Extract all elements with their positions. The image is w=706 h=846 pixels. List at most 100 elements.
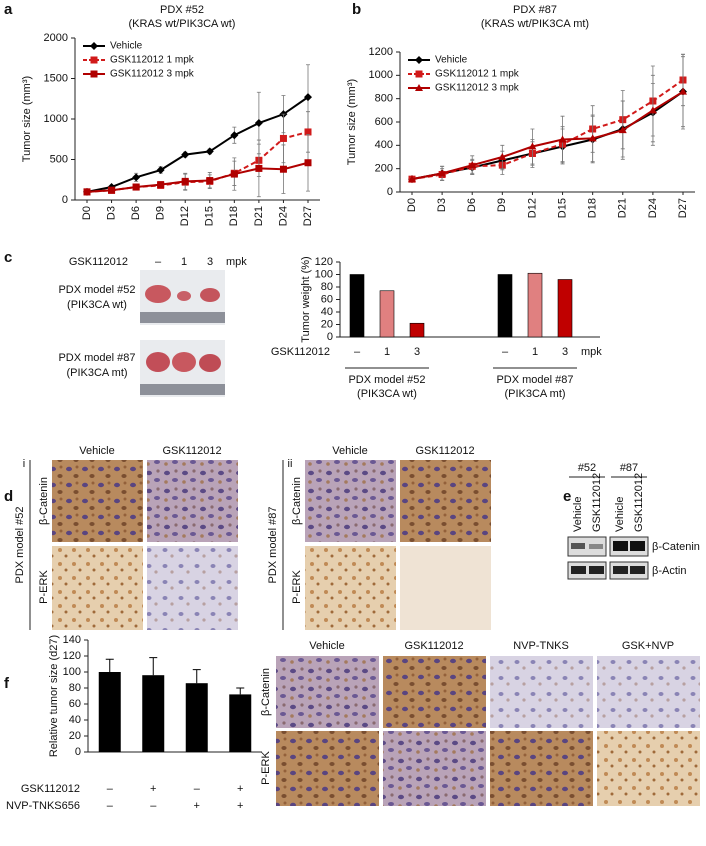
y-tick-label: 80	[69, 682, 81, 694]
chart-subtitle: (KRAS wt/PIK3CA mt)	[481, 18, 589, 30]
x-tick-label: D18	[587, 198, 599, 218]
x-tick-label: D27	[677, 198, 689, 218]
condition-sign: +	[150, 783, 156, 795]
lane-label: Vehicle	[614, 497, 626, 532]
column-label: GSK112012	[415, 445, 474, 457]
legend-label: Vehicle	[110, 41, 143, 52]
marker	[588, 134, 597, 142]
condition-sign: +	[237, 783, 243, 795]
y-tick-label: 20	[69, 730, 81, 742]
error-bar	[105, 658, 114, 672]
x-tick-label: D15	[556, 198, 568, 218]
marker	[558, 135, 567, 143]
y-tick-label: 200	[375, 163, 393, 175]
chart-subtitle: (KRAS wt/PIK3CA wt)	[129, 18, 236, 30]
marker	[90, 56, 98, 64]
panel-label: c	[4, 249, 12, 266]
chart-title: PDX #87	[513, 4, 557, 16]
marker	[108, 186, 116, 194]
marker	[304, 159, 312, 167]
ihc-image	[52, 460, 491, 630]
column-label: Vehicle	[79, 445, 114, 457]
y-tick-label: 60	[69, 698, 81, 710]
marker	[415, 70, 423, 78]
bar	[497, 274, 513, 338]
x-tick-label: 1	[532, 346, 538, 358]
photo-label: –	[155, 256, 162, 268]
y-tick-label: 80	[321, 281, 333, 293]
model-label: PDX model #87	[267, 506, 279, 583]
bar	[142, 675, 165, 752]
y-axis-label: Tumor weight (%)	[300, 256, 312, 342]
band-label: β-Catenin	[652, 541, 700, 553]
photo-label: (PIK3CA wt)	[67, 299, 127, 311]
photo-label: GSK112012	[69, 256, 128, 268]
y-tick-label: 1000	[44, 113, 68, 125]
marker	[408, 175, 416, 183]
blot-group: #87	[620, 462, 638, 474]
x-tick-label: D12	[526, 198, 538, 218]
x-tick-label: 3	[414, 346, 420, 358]
column-label: Vehicle	[309, 640, 344, 652]
legend-label: GSK112012 1 mpk	[110, 55, 195, 66]
condition-label: NVP-TNKS656	[6, 800, 80, 812]
y-axis-label: Tumor size (mm³)	[346, 79, 358, 165]
condition-sign: –	[194, 783, 201, 795]
photo-label: PDX model #87	[58, 352, 135, 364]
factor-label: GSK112012	[271, 346, 330, 358]
photo-label: 3	[207, 256, 213, 268]
marker	[528, 142, 537, 150]
marker	[618, 126, 627, 134]
y-tick-label: 1200	[369, 46, 393, 58]
panel-label: e	[563, 488, 571, 505]
condition-sign: +	[237, 800, 243, 812]
y-tick-label: 1000	[369, 69, 393, 81]
condition-sign: –	[107, 800, 114, 812]
x-tick-label: D24	[277, 206, 289, 226]
marker	[415, 56, 423, 64]
photo-label: 1	[181, 256, 187, 268]
x-tick-label: –	[354, 346, 361, 358]
column-label: GSK112012	[162, 445, 221, 457]
panel-label: a	[4, 1, 13, 18]
series-line	[86, 96, 309, 193]
error-bar	[236, 687, 245, 695]
bar	[409, 322, 425, 338]
lane-label: GSK112012	[591, 473, 603, 532]
x-tick-label: D0	[406, 198, 418, 212]
model-label: PDX model #52	[14, 506, 26, 583]
band-label: β-Actin	[652, 565, 686, 577]
y-tick-label: 1500	[44, 72, 68, 84]
y-tick-label: 60	[321, 293, 333, 305]
row-label: β-Catenin	[260, 668, 272, 716]
condition-sign: –	[150, 800, 157, 812]
row-label: P-ERK	[260, 751, 272, 785]
marker	[132, 173, 141, 182]
panel-label: d	[4, 488, 13, 505]
marker	[206, 177, 214, 185]
error-bar	[149, 657, 158, 676]
marker	[90, 42, 98, 50]
lane-label: Vehicle	[572, 497, 584, 532]
row-label: β-Catenin	[38, 477, 50, 525]
y-tick-label: 40	[321, 306, 333, 318]
y-tick-label: 120	[315, 256, 333, 268]
row-label: β-Catenin	[291, 477, 303, 525]
condition-sign: +	[194, 800, 200, 812]
marker	[279, 165, 287, 173]
legend-label: Vehicle	[435, 55, 468, 66]
column-label: GSK112012	[404, 640, 463, 652]
chart-title: PDX #52	[160, 4, 204, 16]
condition-label: GSK112012	[21, 783, 80, 795]
column-label: GSK+NVP	[622, 640, 674, 652]
legend-label: GSK112012 3 mpk	[435, 83, 520, 94]
marker	[498, 153, 507, 160]
y-tick-label: 20	[321, 318, 333, 330]
photo-label: (PIK3CA mt)	[66, 367, 127, 379]
group-label: (PIK3CA mt)	[504, 388, 565, 400]
x-tick-label: 1	[384, 346, 390, 358]
bar	[349, 274, 365, 338]
marker	[90, 70, 98, 78]
group-label: (PIK3CA wt)	[357, 388, 417, 400]
